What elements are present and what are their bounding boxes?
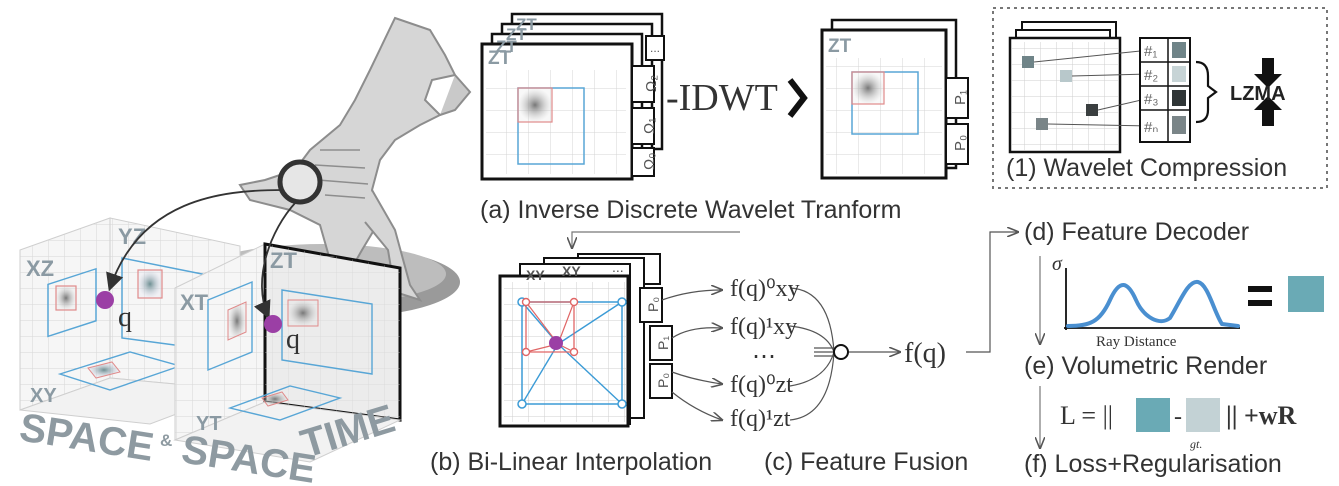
query-point-indicator — [277, 159, 323, 205]
feature-1xy: f(q)¹xy — [730, 314, 797, 340]
left-illustration: XZ YZ XY XT — [17, 16, 472, 486]
caption-e: (e) Volumetric Render — [1024, 352, 1267, 380]
q-label-space: q — [118, 302, 132, 333]
brace — [1195, 60, 1218, 124]
codebook: #₁ #₂ #₃ #ₙ — [1139, 37, 1191, 143]
label-zt: ZT — [270, 248, 297, 273]
code-2: #₂ — [1144, 67, 1158, 84]
bilinear-grid — [517, 297, 627, 409]
code-1: #₁ — [1144, 43, 1157, 60]
resolution-stack: ZT P₁ P₀ — [820, 18, 969, 180]
plot-xlabel: Ray Distance — [1096, 334, 1177, 350]
b-tab-p0b: P₀ — [655, 373, 671, 388]
tab-omega1: Ω₁ — [641, 118, 658, 134]
label-yt: YT — [196, 413, 222, 435]
loss-lhs: L = || — [1060, 401, 1113, 430]
query-dot-time — [264, 315, 282, 333]
loss-equation: L = || - gt. || +wR — [1060, 398, 1297, 451]
pred-swatch — [1136, 398, 1170, 432]
interp-query-dot — [549, 336, 563, 350]
idwt-label: -IDWT — [666, 77, 778, 119]
gt-label: gt. — [1190, 437, 1202, 451]
panel-b-bilinear: XY XY ... P₀ P₁ — [430, 231, 740, 476]
tab-omega2: Ω₂ — [643, 75, 660, 92]
b-tab-p1: P₁ — [655, 336, 671, 350]
caption-d: (d) Feature Decoder — [1024, 218, 1249, 246]
caption-c: (c) Feature Fusion — [764, 448, 968, 476]
feature-1zt: f(q)¹zt — [730, 406, 791, 432]
loss-rhs: || +wR — [1226, 401, 1297, 430]
lzma-label: LZMA — [1230, 83, 1286, 105]
feature-dots: ⋯ — [752, 344, 776, 370]
tab-omega0: Ω₀ — [641, 153, 658, 170]
plane-xt: XT — [174, 243, 266, 441]
stack-dots: ... — [650, 41, 660, 55]
b-tab-p0: P₀ — [645, 297, 661, 312]
panel-a-idwt: ZT ZT ZT ZT ... Ω₂ Ω₁ Ω₀ -IDWT ZT — [480, 12, 969, 224]
b-dots: ... — [612, 259, 624, 275]
ampersand-label: & — [160, 431, 172, 450]
code-3: #₃ — [1144, 91, 1158, 108]
fusion-node — [833, 344, 849, 360]
b-xy-1: XY — [526, 267, 545, 283]
idwt-arrow — [787, 78, 808, 118]
density-plot: σ Ray Distance — [1052, 253, 1240, 350]
fused-feature: f(q) — [904, 338, 946, 369]
stack-zt-3: ZT — [516, 15, 537, 34]
panel-def: (d) Feature Decoder σ Ray Distance (e) V… — [966, 218, 1324, 478]
plane-xz: XZ — [19, 217, 111, 411]
loss-minus: - — [1174, 404, 1182, 430]
caption-1: (1) Wavelet Compression — [1006, 154, 1287, 182]
caption-a: (a) Inverse Discrete Wavelet Tranform — [480, 196, 901, 224]
caption-b: (b) Bi-Linear Interpolation — [430, 448, 712, 476]
equals-sign — [1248, 286, 1272, 306]
stack-zt-1: ZT — [496, 37, 517, 56]
label-xt: XT — [180, 290, 209, 315]
feature-0zt: f(q)⁰zt — [730, 372, 793, 398]
tab-p1: P₁ — [952, 90, 969, 105]
density-curve — [1066, 280, 1240, 328]
label-xz: XZ — [26, 256, 54, 281]
query-dot-space — [96, 291, 114, 309]
b-xy-2: XY — [562, 263, 581, 279]
wavelet-stack: ZT ZT ZT ZT ... Ω₂ Ω₁ Ω₀ — [480, 12, 665, 181]
panel-c-fusion: f(q)⁰xy f(q)¹xy ⋯ f(q)⁰zt f(q)¹zt f(q) (… — [661, 276, 968, 476]
gt-swatch — [1186, 398, 1220, 432]
q-label-time: q — [286, 324, 300, 355]
lzma-icon: LZMA — [1230, 58, 1286, 126]
stack-zt-2: ZT — [506, 25, 527, 44]
code-n: #ₙ — [1144, 119, 1158, 136]
caption-f: (f) Loss+Regularisation — [1024, 450, 1282, 478]
plot-ylabel: σ — [1052, 253, 1063, 275]
plane-zt: ZT — [263, 242, 402, 422]
feature-0xy: f(q)⁰xy — [730, 276, 800, 302]
label-xy: XY — [30, 385, 57, 407]
stack-zt-main: ZT — [488, 48, 512, 69]
res-zt-label: ZT — [828, 36, 852, 57]
rendered-color-swatch — [1288, 276, 1324, 312]
panel-1-compression: #₁ #₂ #₃ #ₙ LZMA (1) Wavelet Compression — [992, 7, 1328, 189]
plane-yt: YT — [173, 385, 402, 463]
tab-p0: P₀ — [952, 135, 969, 151]
